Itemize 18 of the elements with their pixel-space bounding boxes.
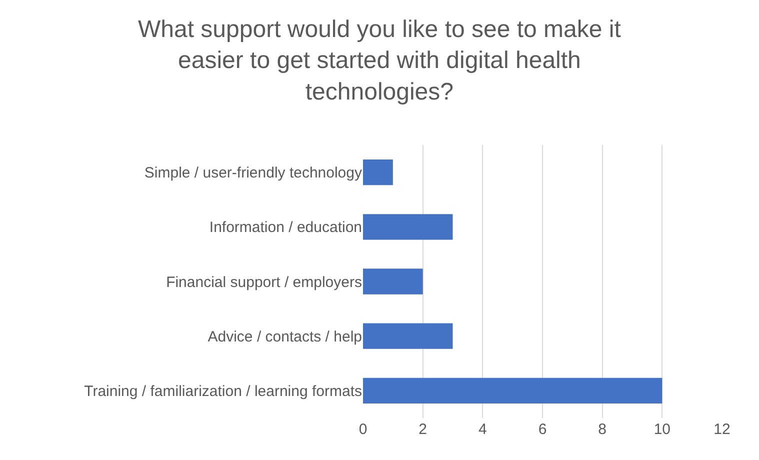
bar [363, 323, 453, 349]
x-tick-label: 2 [418, 421, 427, 438]
bar [363, 159, 393, 186]
y-tick-label: Training / familiarization / learning formats [84, 382, 362, 400]
y-tick-label: Advice / contacts / help [208, 328, 362, 346]
y-tick-label: Information / education [209, 219, 362, 236]
chart-title: What support would you like to see to make it easier to get started with digital health technologies? [138, 16, 622, 106]
x-tick-label: 10 [654, 421, 671, 438]
x-tick-label: 4 [478, 421, 487, 438]
y-tick-label: Financial support / employers [166, 274, 362, 291]
bar [363, 214, 453, 240]
x-tick-label: 6 [538, 421, 547, 438]
x-tick-label: 12 [714, 421, 730, 438]
x-tick-label: 0 [358, 421, 368, 438]
x-tick-label: 8 [598, 421, 606, 438]
bar [363, 378, 662, 404]
bar [363, 268, 423, 294]
y-tick-label: Simple / user-friendly technology [144, 164, 362, 182]
